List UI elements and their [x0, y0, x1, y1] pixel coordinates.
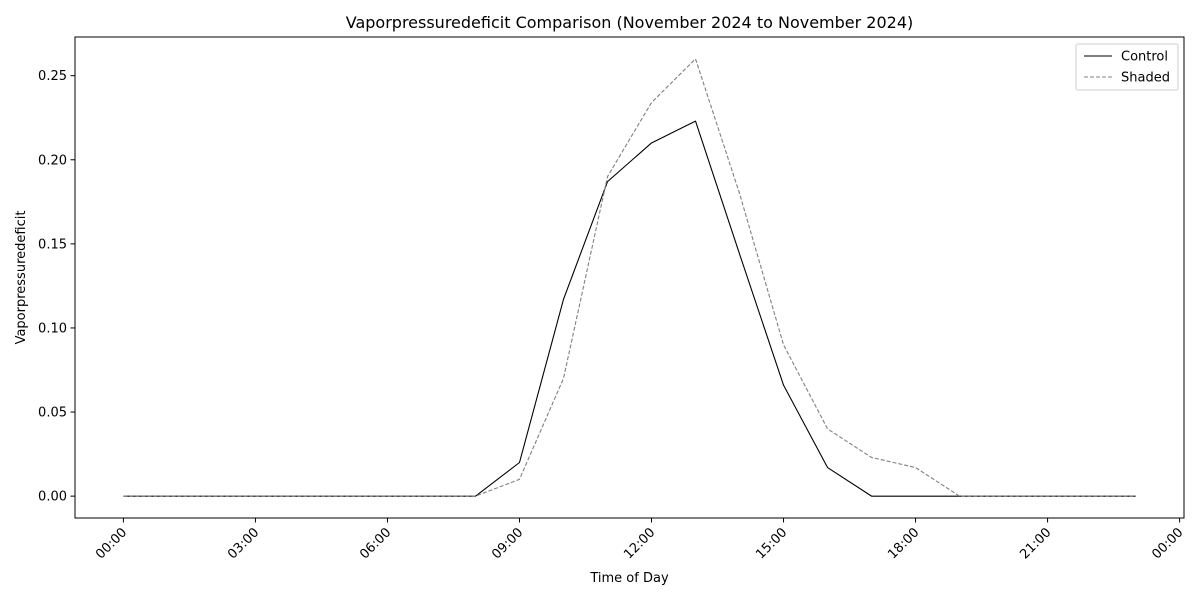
legend-label-control: Control: [1121, 50, 1168, 65]
y-axis-label: Vaporpressuredeficit: [14, 211, 29, 345]
y-axis-ticks: 0.00 0.05 0.10 0.15 0.20 0.25: [38, 69, 75, 505]
series-layer: [123, 58, 1136, 497]
chart-title: Vaporpressuredeficit Comparison (Novembe…: [346, 13, 914, 32]
plot-area-frame: [74, 36, 1185, 519]
y-tick-label: 0.00: [38, 490, 67, 505]
x-axis-label: Time of Day: [589, 571, 669, 586]
y-tick-label: 0.05: [38, 406, 67, 421]
y-tick-label: 0.10: [38, 321, 67, 336]
legend-label-shaded: Shaded: [1121, 71, 1170, 86]
series-line-shaded: [123, 58, 1136, 497]
y-tick-label: 0.20: [38, 153, 67, 168]
y-tick-label: 0.15: [38, 237, 67, 252]
y-tick-label: 0.25: [38, 69, 67, 84]
legend: Control Shaded: [1075, 43, 1179, 91]
